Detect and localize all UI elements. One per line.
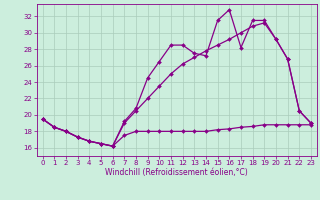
X-axis label: Windchill (Refroidissement éolien,°C): Windchill (Refroidissement éolien,°C) [105,168,248,177]
